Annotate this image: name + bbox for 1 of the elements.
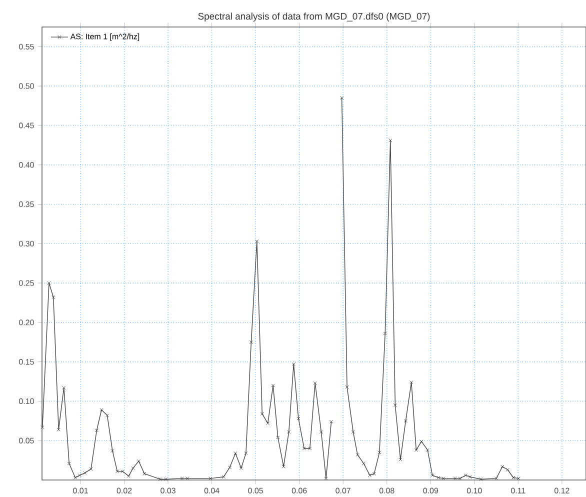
chart-title: Spectral analysis of data from MGD_07.dfs0 (MGD_07) — [198, 12, 430, 22]
